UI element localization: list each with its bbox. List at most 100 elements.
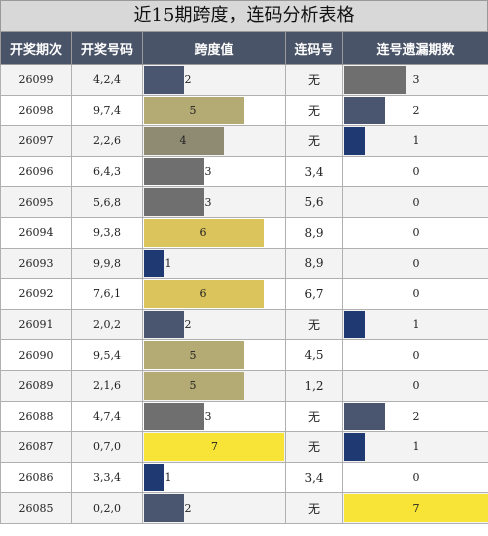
- lian-cell: 无: [285, 94, 343, 127]
- header-span: 跨度值: [142, 31, 286, 65]
- header-issue: 开奖期次: [0, 31, 72, 65]
- span-cell: 6: [142, 278, 286, 310]
- numbers-cell: 4,7,4: [71, 400, 143, 433]
- header-row: 开奖期次 开奖号码 跨度值 连码号 连号遗漏期数: [0, 31, 488, 65]
- span-value: 5: [189, 379, 197, 393]
- lian-cell: 5,6: [285, 186, 343, 218]
- span-bar: [144, 218, 264, 247]
- miss-cell: 2: [342, 400, 488, 433]
- span-value: 4: [179, 134, 187, 148]
- numbers-cell: 2,1,6: [71, 369, 143, 402]
- miss-value: 2: [412, 409, 420, 423]
- span-value: 1: [164, 471, 172, 485]
- miss-cell: 0: [342, 186, 488, 218]
- miss-value: 1: [412, 134, 420, 148]
- miss-value: 2: [412, 103, 420, 117]
- lian-cell: 1,2: [285, 369, 343, 402]
- span-bar: [144, 310, 184, 339]
- span-value: 2: [184, 73, 192, 87]
- span-value: 3: [204, 195, 212, 209]
- miss-cell: 0: [342, 216, 488, 249]
- lian-cell: 无: [285, 64, 343, 96]
- miss-value: 0: [412, 379, 420, 393]
- table-row: 26094 9,3,8 6 8,9 0: [0, 216, 488, 249]
- lian-cell: 无: [285, 431, 343, 463]
- span-cell: 5: [142, 339, 286, 371]
- miss-cell: 1: [342, 431, 488, 463]
- span-bar: [144, 157, 204, 186]
- table-row: 26091 2,0,2 2 无 1: [0, 308, 488, 341]
- miss-value: 0: [412, 471, 420, 485]
- miss-value: 0: [412, 165, 420, 179]
- miss-bar: [344, 494, 488, 522]
- span-cell: 2: [142, 308, 286, 341]
- span-value: 2: [184, 318, 192, 332]
- issue-cell: 26087: [0, 431, 72, 463]
- span-cell: 1: [142, 247, 286, 280]
- issue-cell: 26089: [0, 369, 72, 402]
- lian-cell: 8,9: [285, 216, 343, 249]
- table-row: 26085 0,2,0 2 无 7: [0, 492, 488, 524]
- numbers-cell: 9,9,8: [71, 247, 143, 280]
- span-value: 6: [199, 287, 207, 301]
- span-bar: [144, 371, 244, 400]
- table-row: 26092 7,6,1 6 6,7 0: [0, 278, 488, 310]
- lian-cell: 无: [285, 492, 343, 524]
- numbers-cell: 9,3,8: [71, 216, 143, 249]
- span-bar: [144, 402, 204, 431]
- numbers-cell: 2,2,6: [71, 125, 143, 157]
- miss-cell: 1: [342, 308, 488, 341]
- issue-cell: 26086: [0, 461, 72, 494]
- numbers-cell: 0,2,0: [71, 492, 143, 524]
- numbers-cell: 3,3,4: [71, 461, 143, 494]
- lian-cell: 无: [285, 125, 343, 157]
- span-cell: 5: [142, 369, 286, 402]
- lian-cell: 无: [285, 400, 343, 433]
- table-title: 近15期跨度，连码分析表格: [0, 0, 488, 31]
- span-bar: [144, 341, 244, 369]
- span-cell: 7: [142, 431, 286, 463]
- issue-cell: 26093: [0, 247, 72, 280]
- issue-cell: 26092: [0, 278, 72, 310]
- span-value: 3: [204, 409, 212, 423]
- miss-value: 1: [412, 318, 420, 332]
- numbers-cell: 0,7,0: [71, 431, 143, 463]
- miss-cell: 1: [342, 125, 488, 157]
- issue-cell: 26090: [0, 339, 72, 371]
- lian-cell: 3,4: [285, 155, 343, 188]
- lian-cell: 8,9: [285, 247, 343, 280]
- span-value: 2: [184, 501, 192, 515]
- span-value: 5: [189, 103, 197, 117]
- span-cell: 1: [142, 461, 286, 494]
- miss-cell: 0: [342, 278, 488, 310]
- miss-value: 0: [412, 287, 420, 301]
- header-lian: 连码号: [285, 31, 343, 65]
- span-bar: [144, 280, 264, 308]
- span-cell: 6: [142, 216, 286, 249]
- miss-cell: 2: [342, 94, 488, 127]
- span-cell: 5: [142, 94, 286, 127]
- miss-cell: 0: [342, 369, 488, 402]
- numbers-cell: 9,5,4: [71, 339, 143, 371]
- miss-bar: [344, 402, 385, 431]
- miss-bar: [344, 127, 365, 155]
- miss-value: 7: [412, 501, 420, 515]
- span-value: 7: [211, 440, 218, 454]
- span-bar: [144, 66, 184, 94]
- numbers-cell: 9,7,4: [71, 94, 143, 127]
- span-bar: [144, 96, 244, 125]
- miss-cell: 0: [342, 155, 488, 188]
- issue-cell: 26098: [0, 94, 72, 127]
- issue-cell: 26091: [0, 308, 72, 341]
- miss-value: 0: [412, 226, 420, 240]
- lian-cell: 6,7: [285, 278, 343, 310]
- lian-cell: 3,4: [285, 461, 343, 494]
- table-row: 26093 9,9,8 1 8,9 0: [0, 247, 488, 280]
- table-body: 26099 4,2,4 2 无 3 26098 9,7,4 5 无 2 26097 2,2,6 4 无 1 2…: [0, 64, 488, 524]
- table-row: 26099 4,2,4 2 无 3: [0, 64, 488, 96]
- numbers-cell: 7,6,1: [71, 278, 143, 310]
- miss-bar: [344, 96, 385, 125]
- span-cell: 2: [142, 492, 286, 524]
- table-row: 26088 4,7,4 3 无 2: [0, 400, 488, 433]
